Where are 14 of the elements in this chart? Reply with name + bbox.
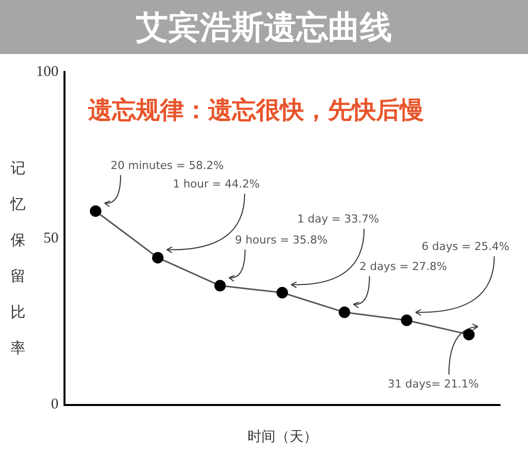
chart-title: 艾宾浩斯遗忘曲线 bbox=[0, 0, 528, 54]
text: 遗忘规律：遗忘很快，先快后慢 bbox=[88, 95, 424, 126]
annotation: 6 days = 25.4% bbox=[422, 240, 510, 254]
annotation: 2 days = 27.8% bbox=[359, 260, 448, 274]
y-tick-label: 0 bbox=[51, 396, 58, 413]
annotation: 1 hour = 44.2% bbox=[172, 178, 260, 191]
text: 记忆保留比率 bbox=[10, 159, 26, 357]
annotation: 20 minutes = 58.2% bbox=[110, 158, 224, 172]
annotation: 1 day = 33.7% bbox=[297, 212, 380, 226]
y-tick-label: 50 bbox=[44, 230, 58, 246]
annotation: 9 hours = 35.8% bbox=[235, 234, 328, 247]
y-tick-label: 100 bbox=[36, 64, 58, 80]
annotation: 31 days= 21.1% bbox=[388, 377, 479, 390]
x-axis-title: 时间（天） bbox=[247, 429, 318, 446]
